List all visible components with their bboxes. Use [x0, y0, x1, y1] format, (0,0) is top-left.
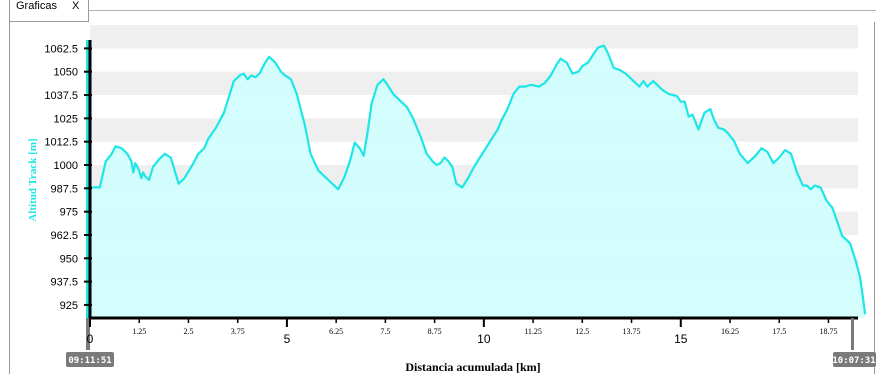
tab-divider — [89, 10, 876, 11]
y-tick-label: 1000 — [54, 160, 78, 172]
x-minor-tick-label: 11.25 — [524, 327, 542, 336]
y-tick-label: 1062.5 — [44, 43, 78, 55]
tab-label: Graficas — [16, 0, 57, 12]
y-tick-label: 962.5 — [50, 230, 78, 242]
x-major-tick-label: 10 — [477, 332, 491, 346]
grid-band — [90, 25, 858, 49]
altitude-area — [90, 45, 866, 318]
end-time: 10:07:31 — [832, 356, 875, 366]
altitude-line — [90, 44, 867, 315]
end-time-badge: 10:07:31 — [832, 352, 876, 367]
y-tick-label: 1025 — [54, 113, 78, 125]
axes — [84, 40, 858, 350]
y-axis-bar — [86, 40, 90, 318]
x-axis-end-marker — [851, 318, 854, 350]
x-minor-tick-label: 17.5 — [772, 327, 786, 336]
x-major-tick-label: 5 — [284, 332, 291, 346]
x-axis-start-marker — [86, 318, 90, 350]
start-time-badge: 09:11:51 — [66, 352, 114, 367]
x-minor-tick-label: 13.75 — [623, 327, 641, 336]
y-tick-label: 937.5 — [50, 277, 78, 289]
y-axis-label: Altitud Track [m] — [27, 138, 39, 221]
x-minor-tick-label: 18.75 — [819, 327, 837, 336]
y-tick-label: 1050 — [54, 67, 78, 79]
x-minor-tick-label: 12.5 — [575, 327, 589, 336]
y-tick-label: 1037.5 — [44, 90, 78, 102]
x-minor-tick-label: 8.75 — [428, 327, 442, 336]
y-tick-label: 925 — [60, 300, 78, 312]
tab-bar: Graficas X — [0, 0, 876, 22]
y-tick-label: 950 — [60, 253, 78, 265]
x-minor-tick-label: 2.5 — [183, 327, 193, 336]
y-tick-label: 987.5 — [50, 183, 78, 195]
y-tick-label: 975 — [60, 207, 78, 219]
grid-band — [90, 71, 858, 96]
chart-panel — [9, 22, 875, 374]
x-axis-label: Distancia acumulada [km] — [405, 360, 540, 374]
x-minor-tick-label: 16.25 — [721, 327, 739, 336]
y-tick-label: 1012.5 — [44, 137, 78, 149]
close-icon[interactable]: X — [72, 0, 80, 12]
x-major-tick-label: 0 — [87, 332, 94, 346]
x-minor-tick-label: 1.25 — [132, 327, 146, 336]
x-minor-tick-label: 7.5 — [380, 327, 390, 336]
start-time: 09:11:51 — [68, 356, 111, 366]
tab-graficas[interactable]: Graficas X — [9, 0, 89, 22]
x-minor-tick-label: 6.25 — [329, 327, 343, 336]
axis-labels: 925937.5950962.5975987.510001012.5102510… — [44, 43, 837, 346]
x-major-tick-label: 15 — [674, 332, 688, 346]
x-minor-tick-label: 3.75 — [231, 327, 245, 336]
grid-band — [90, 118, 858, 142]
